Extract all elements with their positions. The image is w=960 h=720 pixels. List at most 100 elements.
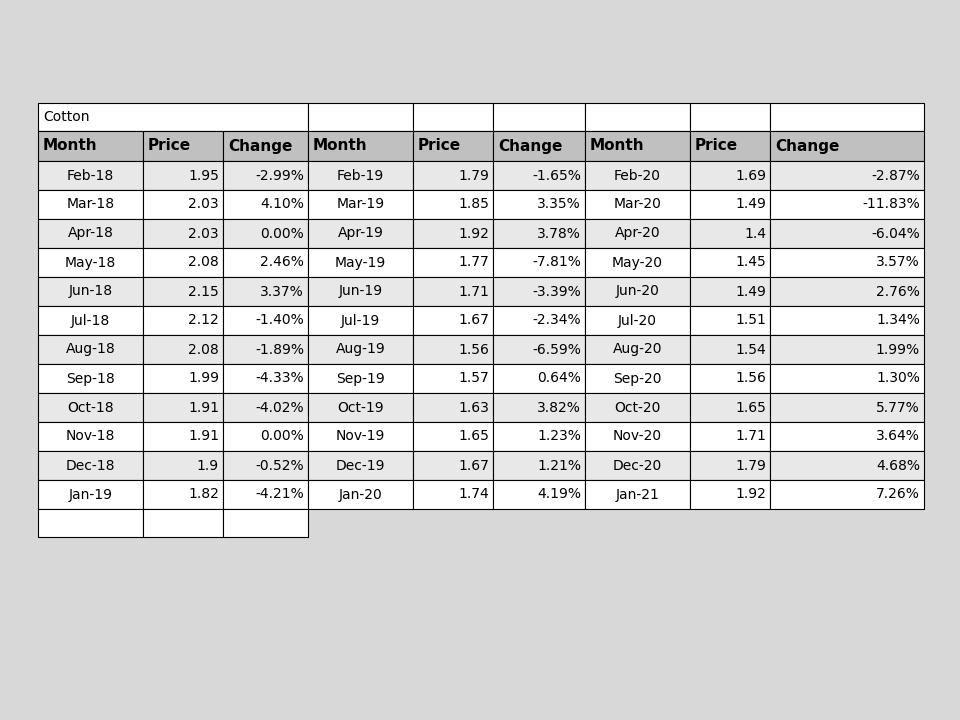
Bar <box>223 219 308 248</box>
Text: -4.02%: -4.02% <box>255 400 304 415</box>
Bar <box>223 248 308 277</box>
Bar <box>38 393 143 422</box>
Text: Apr-19: Apr-19 <box>338 227 383 240</box>
Text: 1.65: 1.65 <box>458 430 489 444</box>
Text: Jan-21: Jan-21 <box>615 487 660 502</box>
Text: 1.30%: 1.30% <box>876 372 920 385</box>
Text: 1.99: 1.99 <box>188 372 219 385</box>
Text: Feb-19: Feb-19 <box>337 168 384 182</box>
Text: Oct-19: Oct-19 <box>337 400 384 415</box>
Text: -1.89%: -1.89% <box>255 343 304 356</box>
Bar <box>770 219 924 248</box>
Bar <box>143 277 223 306</box>
Text: -2.87%: -2.87% <box>872 168 920 182</box>
Bar <box>493 161 585 190</box>
Text: 1.51: 1.51 <box>735 313 766 328</box>
Text: 0.00%: 0.00% <box>260 430 304 444</box>
Bar <box>770 335 924 364</box>
Text: Sep-18: Sep-18 <box>66 372 115 385</box>
Text: Dec-18: Dec-18 <box>65 459 115 472</box>
Text: 2.12: 2.12 <box>188 313 219 328</box>
Text: 3.37%: 3.37% <box>260 284 304 299</box>
Bar <box>770 364 924 393</box>
Bar <box>770 480 924 509</box>
Text: Jan-19: Jan-19 <box>68 487 112 502</box>
Text: Sep-20: Sep-20 <box>613 372 661 385</box>
Text: Nov-20: Nov-20 <box>612 430 662 444</box>
Bar <box>143 219 223 248</box>
Text: 4.19%: 4.19% <box>537 487 581 502</box>
Bar <box>308 306 413 335</box>
Text: -2.99%: -2.99% <box>255 168 304 182</box>
Bar <box>143 190 223 219</box>
Text: 1.49: 1.49 <box>735 284 766 299</box>
Text: -4.33%: -4.33% <box>255 372 304 385</box>
Text: Jun-19: Jun-19 <box>339 284 383 299</box>
Bar <box>143 422 223 451</box>
Text: 1.77: 1.77 <box>458 256 489 269</box>
Text: May-19: May-19 <box>335 256 386 269</box>
Text: Feb-20: Feb-20 <box>614 168 661 182</box>
Bar <box>38 219 143 248</box>
Text: 1.65: 1.65 <box>735 400 766 415</box>
Text: 0.64%: 0.64% <box>538 372 581 385</box>
Bar <box>770 190 924 219</box>
Bar <box>223 393 308 422</box>
Text: 1.23%: 1.23% <box>538 430 581 444</box>
Text: Jun-18: Jun-18 <box>68 284 112 299</box>
Text: 1.45: 1.45 <box>735 256 766 269</box>
Bar <box>690 393 770 422</box>
Bar <box>585 393 690 422</box>
Text: -3.39%: -3.39% <box>532 284 581 299</box>
Bar <box>690 161 770 190</box>
Text: -1.40%: -1.40% <box>255 313 304 328</box>
Bar <box>413 422 493 451</box>
Text: Jan-20: Jan-20 <box>339 487 382 502</box>
Text: May-20: May-20 <box>612 256 663 269</box>
Text: -0.52%: -0.52% <box>255 459 304 472</box>
Bar <box>223 306 308 335</box>
Text: 1.92: 1.92 <box>735 487 766 502</box>
Bar <box>585 480 690 509</box>
Text: Month: Month <box>590 138 644 153</box>
Bar <box>493 335 585 364</box>
Bar <box>308 451 413 480</box>
Bar <box>413 190 493 219</box>
Bar <box>413 161 493 190</box>
Bar <box>223 190 308 219</box>
Bar <box>38 335 143 364</box>
Bar <box>38 480 143 509</box>
Bar <box>585 277 690 306</box>
Bar <box>413 306 493 335</box>
Bar <box>308 219 413 248</box>
Bar <box>38 131 143 161</box>
Bar <box>585 451 690 480</box>
Bar <box>38 364 143 393</box>
Text: 0.00%: 0.00% <box>260 227 304 240</box>
Bar <box>413 219 493 248</box>
Text: 1.92: 1.92 <box>458 227 489 240</box>
Bar <box>223 480 308 509</box>
Text: 1.71: 1.71 <box>458 284 489 299</box>
Bar <box>413 393 493 422</box>
Bar <box>585 161 690 190</box>
Bar <box>493 219 585 248</box>
Bar <box>493 480 585 509</box>
Text: 3.78%: 3.78% <box>538 227 581 240</box>
Bar <box>493 364 585 393</box>
Bar <box>770 103 924 131</box>
Bar <box>143 248 223 277</box>
Text: Oct-20: Oct-20 <box>614 400 660 415</box>
Text: 2.15: 2.15 <box>188 284 219 299</box>
Text: 1.79: 1.79 <box>458 168 489 182</box>
Bar <box>770 422 924 451</box>
Text: 1.67: 1.67 <box>458 459 489 472</box>
Bar <box>585 335 690 364</box>
Bar <box>308 480 413 509</box>
Bar <box>690 248 770 277</box>
Bar <box>690 190 770 219</box>
Bar <box>493 103 585 131</box>
Bar <box>38 306 143 335</box>
Bar <box>38 422 143 451</box>
Text: Apr-20: Apr-20 <box>614 227 660 240</box>
